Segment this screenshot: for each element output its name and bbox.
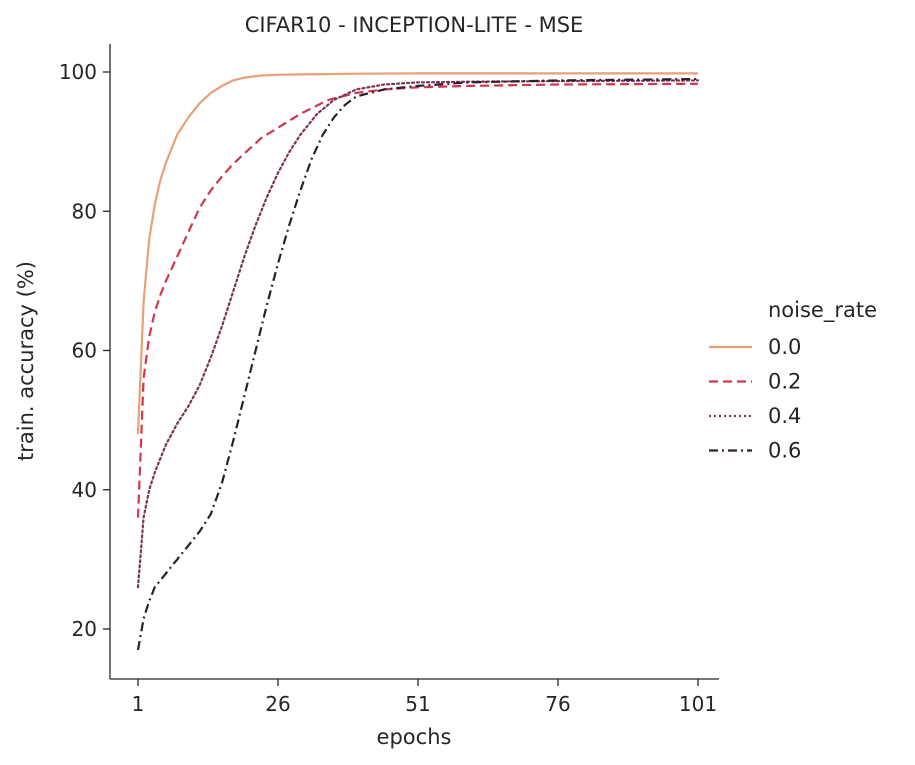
y-ticks: 20 40 60 80 100 xyxy=(59,60,110,641)
plot-lines xyxy=(136,72,700,651)
x-ticks: 1 26 51 76 101 xyxy=(132,679,717,716)
x-axis-label: epochs xyxy=(377,725,452,749)
y-tick-label: 20 xyxy=(72,617,97,641)
legend-label: 0.6 xyxy=(768,439,801,463)
legend-label: 0.4 xyxy=(768,404,801,428)
series-line-0-0 xyxy=(136,72,698,435)
x-tick-label: 101 xyxy=(679,692,717,716)
chart-title: CIFAR10 - INCEPTION-LITE - MSE xyxy=(245,13,584,37)
y-tick-label: 100 xyxy=(59,60,97,84)
y-tick-label: 40 xyxy=(72,478,97,502)
y-tick-label: 60 xyxy=(72,339,97,363)
y-tick-label: 80 xyxy=(72,199,97,223)
legend-label: 0.2 xyxy=(768,370,801,394)
x-tick-label: 26 xyxy=(265,692,290,716)
series-line-0-6 xyxy=(136,77,699,651)
x-tick-label: 76 xyxy=(545,692,570,716)
legend-label: 0.0 xyxy=(768,335,801,359)
x-tick-label: 51 xyxy=(405,692,430,716)
legend-items: 0.0 0.2 0.4 0.6 xyxy=(709,335,801,463)
x-tick-label: 1 xyxy=(132,692,145,716)
series-line-0-2 xyxy=(136,82,699,518)
y-axis-label: train. accuracy (%) xyxy=(14,261,38,461)
legend: noise_rate 0.0 0.2 0.4 0.6 xyxy=(709,298,877,463)
legend-title: noise_rate xyxy=(768,298,877,323)
series-line-0-4 xyxy=(136,79,700,589)
